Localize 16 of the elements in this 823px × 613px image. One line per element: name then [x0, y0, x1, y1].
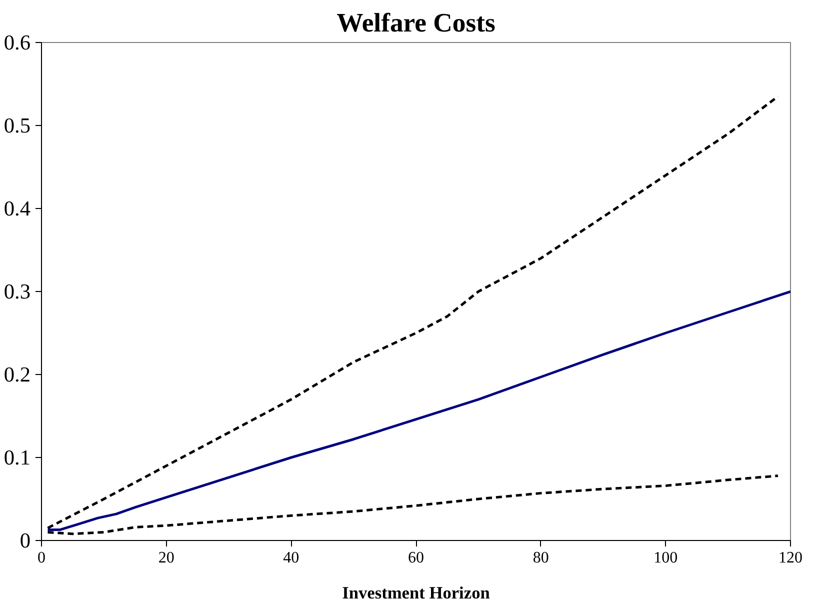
x-tick-label: 60: [408, 550, 424, 566]
line-series: [46, 290, 790, 531]
y-tick-label: 0.6: [4, 30, 31, 54]
x-tick-label: 0: [38, 550, 46, 566]
y-tick-label: 0.3: [4, 280, 31, 304]
x-tick-label: 120: [778, 550, 802, 566]
x-tick-label: 20: [158, 550, 174, 566]
y-tick-label: 0.4: [4, 196, 31, 220]
x-axis-title: Investment Horizon: [342, 584, 490, 602]
x-tick-label: 40: [283, 550, 300, 566]
y-tick-label: 0.1: [4, 446, 31, 470]
x-tick-label: 100: [654, 550, 678, 566]
y-tick-label: 0.5: [4, 114, 31, 138]
x-tick-label: 80: [532, 550, 549, 566]
chart-title: Welfare Costs: [336, 8, 496, 38]
y-tick-label: 0.2: [4, 362, 31, 386]
